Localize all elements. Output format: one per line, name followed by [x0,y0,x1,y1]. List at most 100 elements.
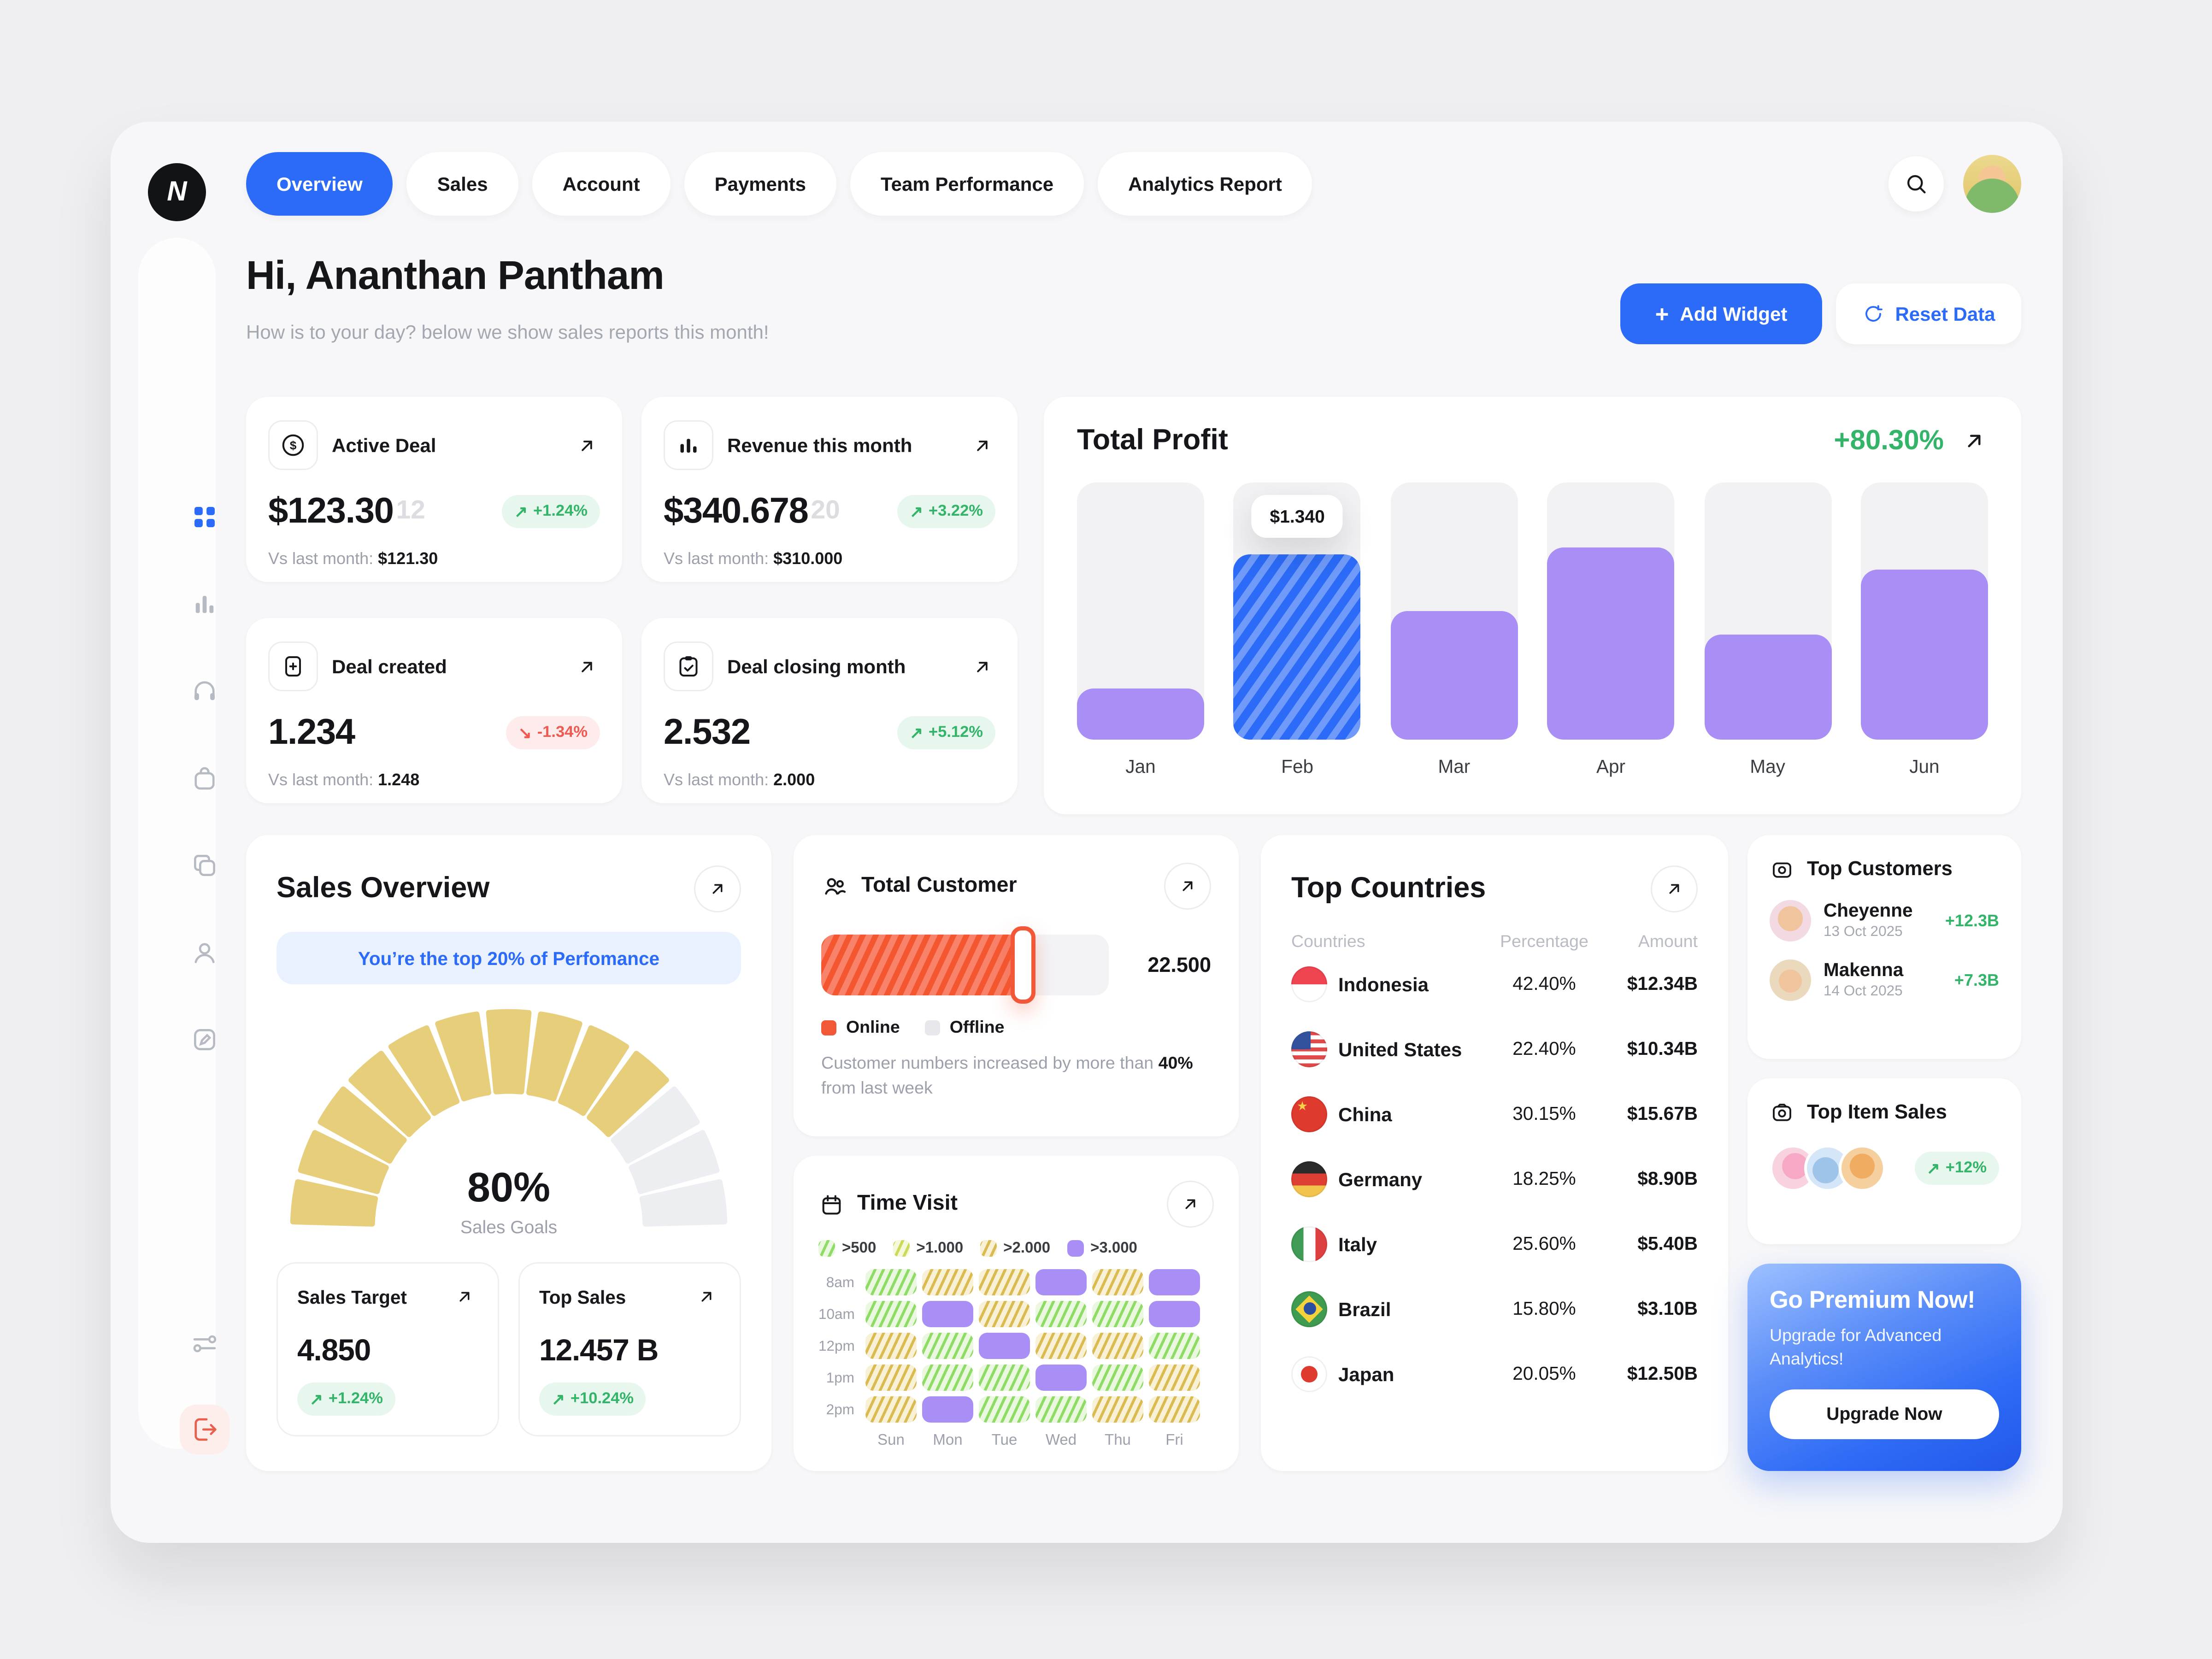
total-profit-chart: Jan $1.340 Feb Mar Apr May Jun [1077,482,1988,777]
layers-icon[interactable] [180,841,229,890]
vs-last-month: Vs last month: $121.30 [268,549,438,568]
country-row-united-states[interactable]: United States 22.40% $10.34B [1291,1016,1698,1081]
sales-overview-title: Sales Overview [276,872,490,904]
heatmap-cell [865,1333,917,1359]
gauge-segment [639,1179,728,1227]
profit-bar[interactable] [1390,611,1518,740]
add-widget-button[interactable]: + Add Widget [1620,283,1822,344]
expand-arrow-icon[interactable] [693,1283,720,1311]
country-row-brazil[interactable]: Brazil 15.80% $3.10B [1291,1276,1698,1341]
heatmap-cell [922,1269,973,1295]
settings-sliders-icon[interactable] [180,1319,229,1369]
month-label: Mar [1438,756,1471,777]
profit-bar[interactable] [1077,688,1204,740]
country-row-indonesia[interactable]: Indonesia 42.40% $12.34B [1291,951,1698,1016]
tab-payments[interactable]: Payments [684,152,837,216]
stat-value: 2.532 [664,711,751,752]
deal-created-card: Deal created 1.234 ↘ -1.34% Vs last month… [246,618,622,803]
profit-bar-column: Mar [1390,482,1518,777]
profit-bar[interactable] [1547,547,1675,740]
heatmap-cell [1149,1365,1200,1391]
shopping-bag-icon[interactable] [180,753,229,803]
app-logo[interactable]: N [148,163,206,221]
chart-tooltip: $1.340 [1252,495,1343,538]
customer-progress-track[interactable] [821,926,1109,1004]
expand-arrow-icon[interactable] [1651,865,1698,912]
expand-arrow-icon[interactable] [694,865,741,912]
italy-flag-icon [1291,1225,1327,1262]
expand-arrow-icon[interactable] [1167,1181,1214,1228]
customer-avatar [1770,900,1811,941]
top-sales-value: 12.457 B [539,1333,659,1367]
country-row-germany[interactable]: Germany 18.25% $8.90B [1291,1146,1698,1211]
top-customers-card: Top Customers Cheyenne 13 Oct 2025 +12.3… [1747,835,2021,1059]
file-plus-icon [268,641,318,691]
heatmap-cell [1035,1365,1087,1391]
add-widget-label: Add Widget [1680,303,1788,325]
profit-bar[interactable] [1860,570,1988,740]
stat-value: $123.30 [268,489,394,531]
japan-flag-icon [1291,1355,1327,1392]
legend-swatch-500 [818,1240,835,1257]
upgrade-now-button[interactable]: Upgrade Now [1770,1389,1999,1439]
heatmap-col-label: Tue [991,1432,1018,1449]
plus-icon: + [1655,300,1669,327]
heatmap-cell [1149,1269,1200,1295]
reset-data-button[interactable]: Reset Data [1836,283,2021,344]
gauge-segment [318,1086,407,1164]
user-icon[interactable] [180,928,229,977]
customer-progress-handle[interactable] [1010,926,1035,1004]
trend-up-icon: ↗ [910,725,924,742]
logout-icon[interactable] [180,1405,229,1454]
country-row-japan[interactable]: Japan 20.05% $12.50B [1291,1341,1698,1406]
heatmap-cell [865,1269,917,1295]
headset-icon[interactable] [180,666,229,716]
heatmap-cell [1092,1333,1143,1359]
country-row-italy[interactable]: Italy 25.60% $5.40B [1291,1211,1698,1276]
customer-row-cheyenne[interactable]: Cheyenne 13 Oct 2025 +12.3B [1770,900,1999,941]
brazil-flag-icon [1291,1290,1327,1327]
stat-title: Active Deal [332,434,436,456]
stat-value-ghost: 20 [811,495,840,525]
tab-team-performance[interactable]: Team Performance [850,152,1084,216]
profit-bar-column: Jan [1077,482,1204,777]
country-row-china[interactable]: China 30.15% $15.67B [1291,1081,1698,1146]
revenue-month-card: Revenue this month $340.678 20 ↗ +3.22% Vs… [641,397,1018,582]
heatmap-cell [1149,1396,1200,1423]
stat-title: Deal closing month [727,655,906,677]
expand-arrow-icon[interactable] [1164,863,1211,910]
edit-icon[interactable] [180,1015,229,1065]
heatmap-cell [865,1365,917,1391]
expand-arrow-icon[interactable] [1960,427,1988,455]
expand-arrow-icon[interactable] [572,653,600,680]
vs-last-month: Vs last month: 2.000 [664,770,815,789]
change-badge: ↗ +12% [1914,1152,1999,1185]
heatmap-col-label: Wed [1045,1432,1077,1449]
profit-bar[interactable] [1234,554,1361,740]
customer-row-makenna[interactable]: Makenna 14 Oct 2025 +7.3B [1770,959,1999,1001]
change-badge: ↗ +3.22% [897,494,995,528]
expand-arrow-icon[interactable] [968,431,995,459]
stat-title: Revenue this month [727,434,912,456]
tab-overview[interactable]: Overview [246,152,393,216]
sales-target-card: Sales Target 4.850 ↗ +1.24% [276,1262,499,1436]
heatmap-row-label: 1pm [826,1369,854,1386]
bar-chart-icon[interactable] [180,579,229,629]
dashboard-grid-icon[interactable] [180,492,229,542]
search-button[interactable] [1888,156,1944,212]
profit-bar-column: May [1704,482,1831,777]
profit-bar-track: $1.340 [1234,482,1361,740]
expand-arrow-icon[interactable] [968,653,995,680]
gauge-segment [435,1011,491,1101]
expand-arrow-icon[interactable] [451,1283,478,1311]
tab-account[interactable]: Account [532,152,671,216]
expand-arrow-icon[interactable] [572,431,600,459]
user-avatar[interactable] [1963,155,2021,213]
heatmap-cell [1035,1396,1087,1423]
profit-bar[interactable] [1704,634,1831,740]
tab-analytics-report[interactable]: Analytics Report [1098,152,1312,216]
gauge-segment [290,1179,378,1227]
item-image-3[interactable] [1839,1145,1886,1192]
tab-sales[interactable]: Sales [406,152,518,216]
